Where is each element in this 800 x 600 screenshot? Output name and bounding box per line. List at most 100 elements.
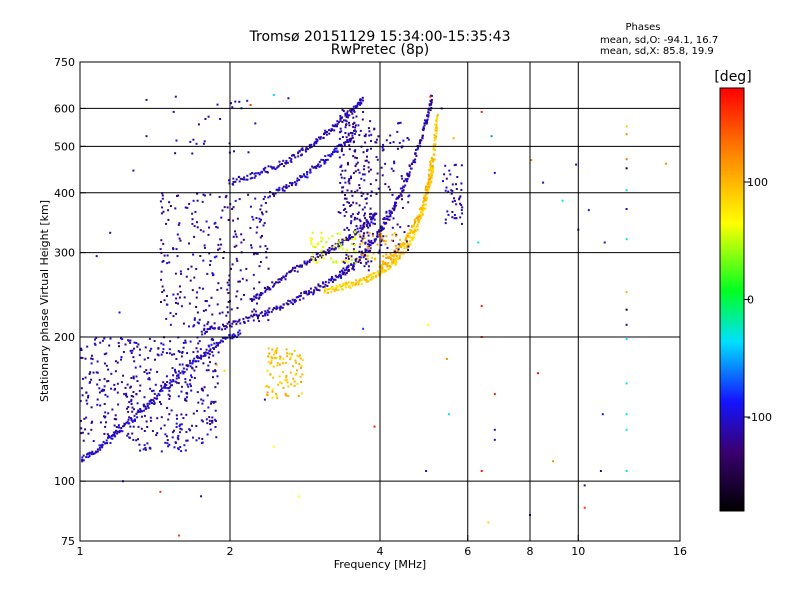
data-point [430, 172, 433, 175]
data-point [393, 209, 396, 212]
data-point [353, 268, 356, 271]
data-point [427, 180, 430, 183]
data-point [172, 374, 175, 377]
data-point [264, 314, 267, 317]
data-point [296, 296, 299, 298]
data-point [370, 239, 373, 242]
data-point [108, 344, 111, 347]
data-point [297, 495, 300, 498]
data-point [133, 408, 135, 411]
data-point [417, 218, 420, 221]
data-point [530, 159, 533, 162]
data-point [400, 175, 403, 177]
data-point [84, 357, 87, 360]
data-point [323, 132, 326, 135]
data-point [95, 371, 98, 374]
data-point [211, 351, 214, 354]
data-point [360, 279, 363, 282]
data-point [203, 327, 206, 330]
data-point [264, 202, 267, 204]
data-point [367, 246, 370, 248]
data-point [316, 139, 319, 141]
data-point [167, 445, 170, 448]
data-point [196, 226, 199, 229]
data-point [424, 120, 427, 123]
data-point [182, 346, 185, 349]
data-point [322, 136, 325, 139]
data-point [335, 147, 338, 150]
data-point [139, 348, 141, 351]
data-point [177, 223, 180, 226]
data-point [190, 385, 192, 388]
data-point [266, 288, 269, 291]
data-point [348, 148, 351, 151]
data-point [201, 441, 204, 444]
data-point [231, 208, 234, 210]
data-point [282, 371, 285, 373]
data-point [285, 376, 287, 379]
data-point [402, 139, 405, 142]
data-point [145, 407, 148, 410]
data-point [156, 397, 158, 400]
data-point [405, 240, 408, 243]
data-point [221, 209, 224, 212]
data-point [367, 239, 370, 242]
data-point [362, 277, 365, 280]
data-point [218, 312, 221, 315]
data-point [123, 422, 126, 425]
data-point [363, 168, 365, 171]
data-point [277, 383, 280, 386]
data-point [212, 273, 215, 276]
data-point [168, 352, 171, 355]
data-point [90, 362, 93, 365]
data-point [399, 255, 401, 257]
data-point [311, 252, 314, 255]
data-point [222, 340, 224, 343]
data-point [191, 152, 194, 155]
data-point [242, 238, 245, 241]
data-point [350, 137, 353, 140]
data-point [338, 131, 341, 134]
data-point [309, 240, 312, 243]
data-point [369, 183, 372, 186]
data-point [174, 441, 177, 444]
data-point [96, 448, 99, 451]
data-point [414, 152, 417, 155]
data-point [284, 379, 287, 382]
data-point [354, 126, 357, 129]
data-point [324, 280, 327, 283]
data-point [393, 249, 396, 252]
data-point [266, 385, 268, 387]
data-point [338, 121, 340, 124]
data-point [264, 289, 267, 292]
data-point [398, 245, 401, 248]
data-point [382, 261, 385, 263]
data-point [258, 293, 261, 296]
data-point [460, 182, 463, 185]
data-point [167, 387, 170, 390]
data-point [262, 167, 265, 170]
data-point [218, 326, 221, 329]
data-point [284, 361, 287, 364]
data-point [290, 383, 293, 386]
data-point [428, 104, 431, 107]
data-point [204, 300, 207, 302]
data-point [90, 421, 93, 424]
data-point [133, 360, 136, 363]
data-point [292, 303, 294, 306]
data-point [258, 173, 261, 176]
data-point [327, 291, 330, 294]
data-point [217, 243, 220, 246]
data-point [349, 286, 352, 289]
data-point [420, 211, 422, 214]
data-point [299, 375, 302, 378]
data-point [196, 311, 199, 314]
data-point [444, 218, 447, 221]
data-point [197, 356, 200, 359]
data-point [340, 148, 343, 151]
data-point [192, 199, 195, 202]
data-point [376, 232, 379, 235]
data-point [374, 238, 377, 241]
data-point [317, 136, 320, 139]
data-point [179, 446, 182, 448]
